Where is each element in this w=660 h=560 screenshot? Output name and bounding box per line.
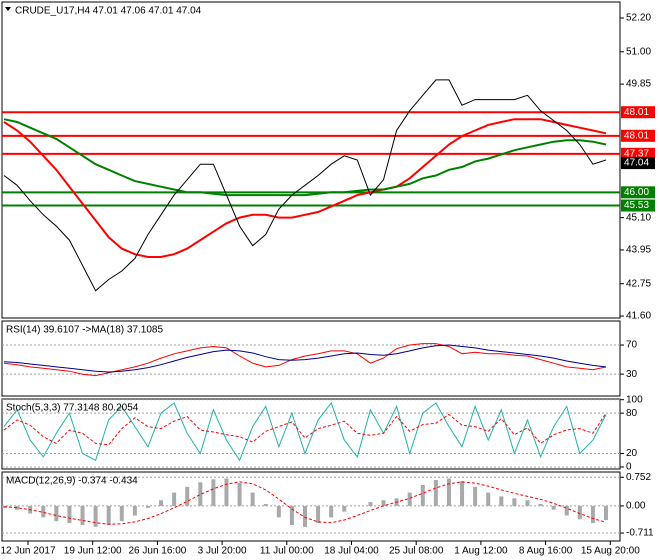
y-tick-label: 80 [626, 408, 638, 419]
macd-bar [54, 505, 59, 522]
x-tick-label: 18 Jul 04:00 [324, 546, 379, 557]
macd-bar [67, 505, 72, 524]
macd-bar [342, 505, 347, 512]
y-tick-label: 43.95 [626, 245, 651, 256]
macd-bar [250, 492, 255, 506]
series-line [3, 481, 607, 525]
price-tag [621, 186, 655, 199]
panel-title: Stoch(5,3,3) 77.3148 80.2054 [6, 403, 139, 414]
price-tag-label: 46.00 [624, 187, 649, 198]
series-line [3, 118, 607, 197]
macd-bar [564, 505, 569, 516]
macd-bar [329, 505, 334, 518]
x-tick-label: 1 Aug 12:00 [454, 546, 508, 557]
y-tick-label: 70 [626, 340, 638, 351]
macd-bar [15, 505, 20, 510]
macd-bar [80, 505, 85, 525]
panel-frame [1, 1, 621, 319]
macd-bar [407, 492, 412, 506]
macd-bar [289, 505, 294, 525]
macd-bar [237, 483, 242, 506]
macd-bar [198, 482, 203, 506]
macd-bar [590, 505, 595, 524]
y-tick-label: 41.60 [626, 311, 651, 322]
x-tick-label: 19 Jun 12:00 [64, 546, 122, 557]
y-tick-label: 42.75 [626, 278, 651, 289]
macd-bar [420, 484, 425, 506]
macd-bar [106, 505, 111, 525]
macd-bar [303, 505, 307, 527]
y-tick-label: 0.752 [626, 472, 651, 483]
macd-bar [185, 486, 190, 506]
y-tick-label: -0.711 [626, 528, 654, 539]
y-tick-label: 0 [626, 462, 632, 473]
series-line [3, 412, 607, 446]
price-tag [621, 157, 655, 170]
price-tag [621, 147, 655, 160]
macd-bar [433, 480, 438, 506]
macd-bar [577, 505, 582, 520]
y-tick-label: 49.85 [626, 79, 651, 90]
macd-bar [172, 492, 177, 506]
y-tick-label: 52.20 [626, 13, 651, 24]
macd-bar [276, 505, 281, 518]
y-tick-label: 20 [626, 448, 638, 459]
panel-title: CRUDE_U17,H4 47.01 47.06 47.01 47.04 [15, 6, 202, 17]
price-tag [621, 199, 655, 212]
price-tag [621, 129, 655, 142]
x-tick-label: 11 Jul 00:00 [260, 546, 314, 557]
macd-bar [525, 500, 530, 506]
macd-bar [512, 498, 517, 506]
macd-bar [119, 505, 124, 522]
macd-bar [604, 505, 608, 521]
panel-frame [1, 398, 621, 470]
x-tick-label: 26 Jun 16:00 [128, 546, 186, 557]
y-tick-label: 0.00 [626, 501, 646, 512]
y-tick-label: 100 [626, 394, 643, 405]
series-line [3, 118, 607, 258]
series-line [3, 343, 607, 377]
macd-bar [551, 505, 556, 510]
series-line [3, 79, 607, 292]
macd-bar [132, 505, 137, 516]
x-tick-label: 12 Jun 2017 [0, 546, 55, 557]
macd-bar [159, 500, 164, 506]
panel-frame [1, 320, 621, 397]
macd-bar [93, 505, 98, 527]
price-tag-label: 45.53 [624, 200, 649, 211]
macd-bar [368, 502, 373, 506]
macd-bar [145, 505, 150, 508]
price-tag-label: 48.01 [624, 107, 649, 118]
price-tag-label: 48.01 [624, 130, 649, 141]
macd-bar [381, 500, 386, 506]
macd-bar [446, 478, 451, 506]
macd-bar [211, 479, 216, 506]
y-tick-label: 51.00 [626, 46, 651, 57]
macd-bar [41, 505, 46, 518]
y-tick-label: 45.10 [626, 212, 651, 223]
x-tick-label: 15 Aug 20:00 [581, 546, 640, 557]
panel-title: RSI(14) 39.6107 ->MA(18) 37.1085 [6, 325, 163, 336]
panel-title: MACD(12,26,9) -0.374 -0.434 [6, 476, 138, 487]
series-line [3, 344, 607, 373]
price-tag [621, 106, 655, 119]
y-tick-label: 30 [626, 369, 638, 380]
x-tick-label: 8 Aug 16:00 [519, 546, 573, 557]
macd-bar [224, 478, 229, 506]
macd-bar [316, 505, 321, 524]
macd-bar [460, 481, 465, 506]
macd-bar [473, 486, 478, 506]
menu-arrow [5, 7, 11, 11]
price-tag-label: 47.37 [624, 148, 649, 159]
macd-bar [538, 504, 543, 506]
macd-bar [499, 496, 504, 506]
price-tag-label: 47.04 [624, 158, 649, 169]
macd-bar [263, 504, 268, 506]
x-tick-label: 3 Jul 20:00 [198, 546, 247, 557]
macd-bar [486, 492, 491, 506]
x-tick-label: 25 Jul 08:00 [389, 546, 444, 557]
